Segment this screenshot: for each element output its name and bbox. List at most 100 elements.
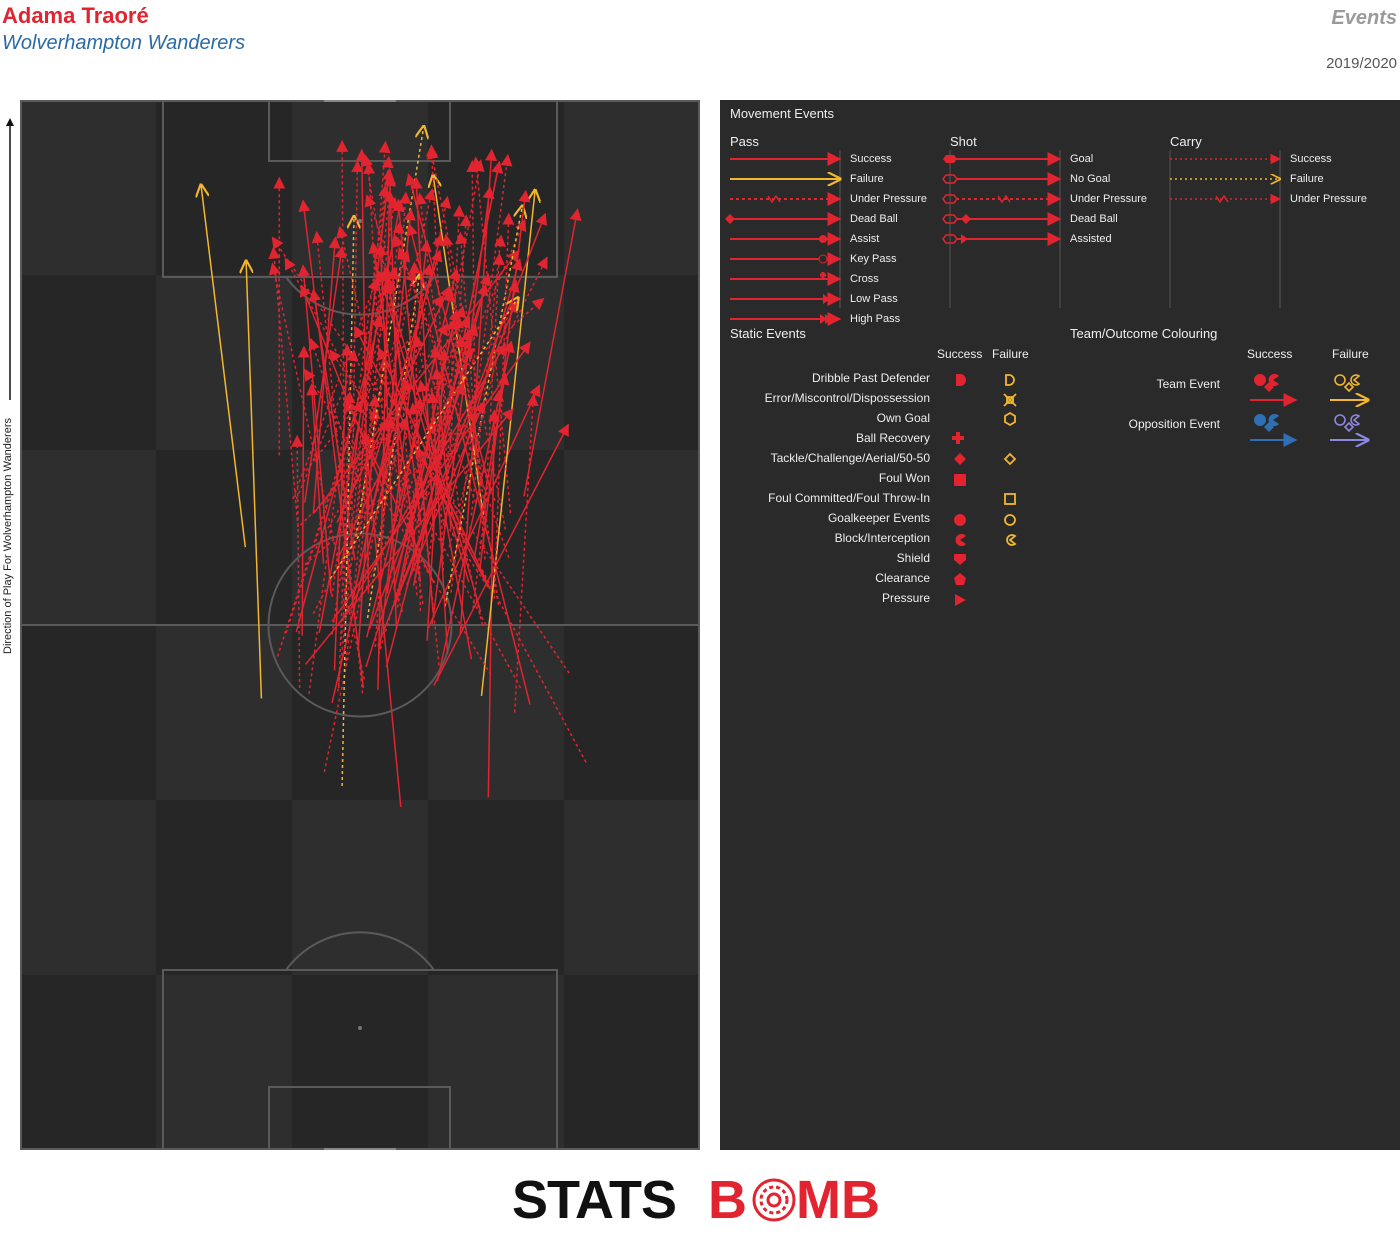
legend-svg: Movement Events Pass Shot Carry Success … [725,106,1400,606]
pass-arrow [308,349,359,695]
pass-arrow [406,223,531,705]
svg-text:Assist: Assist [850,233,879,245]
pass-arrow [299,284,386,493]
pass-arrow [360,265,393,505]
pass-arrow [312,315,471,614]
pitch-stripe [20,275,156,450]
pass-arrow [311,230,364,694]
pass-arrow [523,208,582,497]
goalkeeper-success-icon [954,514,966,526]
legend-pass-key-pass: Key Pass [730,252,897,266]
svg-text:Assisted: Assisted [1070,233,1112,245]
legend-shot-assisted: Assisted [942,232,1112,246]
legend-team-failure-col: Failure [1332,347,1369,361]
svg-text:Cross: Cross [850,273,879,285]
pass-arrow [364,194,477,503]
pass-arrow [304,412,480,566]
pitch-stripe [564,275,700,450]
pass-arrow [268,262,366,680]
pass-arrow [384,172,401,507]
pitch-stripe [564,625,700,800]
pass-arrow [331,341,531,622]
legend-pass-low-pass: Low Pass [730,292,898,306]
pitch-stripe [20,625,156,800]
pass-arrow [472,389,505,609]
clearance-icon [954,573,966,585]
svg-text:Success: Success [1290,153,1332,165]
pass-arrow [383,280,482,613]
pass-arrow [336,225,409,520]
own-goal-icon [1004,411,1016,427]
opposition-success-swatch [1250,414,1298,447]
block-success-icon [955,534,966,546]
legend-pass-cross: Cross [730,272,879,286]
block-failure-icon [1006,534,1017,546]
direction-arrow-icon [6,118,14,400]
pass-arrow [331,378,411,704]
pass-arrow [493,212,515,599]
pass-arrow [285,399,364,634]
season-label: 2019/2020 [1326,55,1397,72]
pass-arrow [376,195,452,547]
pass-arrow [405,173,492,493]
pass-arrow [284,257,522,689]
pass-arrow [336,285,451,523]
svg-text:Under Pressure: Under Pressure [850,193,927,205]
legend-panel: Movement Events Pass Shot Carry Success … [720,100,1400,1150]
pass-arrow [271,236,570,674]
pass-arrow [340,343,507,621]
legend-shot-no-goal: No Goal [942,172,1110,186]
pass-arrow [297,345,310,636]
pass-arrow [408,261,422,612]
pitch-stripe [564,975,700,1150]
player-name: Adama Traoré [2,3,149,28]
pass-arrow [345,297,545,473]
legend-static-failure-icons [1003,374,1017,546]
svg-text:Dribble Past Defender: Dribble Past Defender [812,371,930,385]
svg-text:Key Pass: Key Pass [850,253,897,265]
pass-arrow [201,185,247,548]
legend-pass-high-pass: High Pass [730,312,901,326]
legend-pass-header: Pass [730,134,759,149]
pass-arrow [338,391,356,689]
svg-text:Foul Won: Foul Won [879,471,930,485]
pitch-stripe [292,100,428,275]
pass-arrow [513,393,539,713]
pass-arrow [403,317,458,538]
pitch-stripe [156,625,292,800]
legend-static-labels: Dribble Past Defender Error/Miscontrol/D… [765,371,931,605]
top-penalty-box [162,100,558,278]
pass-arrow [374,191,412,647]
pitch-stripe [428,975,564,1150]
pass-arrow [339,155,394,646]
error-icon [1003,393,1017,407]
svg-text:Foul Committed/Foul Throw-In: Foul Committed/Foul Throw-In [768,491,930,505]
pass-arrow [291,434,304,689]
pitch-stripe [156,800,292,975]
svg-text:Success: Success [850,153,892,165]
pass-arrow [407,402,440,666]
pitch-stripe [292,800,428,975]
svg-text:High Pass: High Pass [850,313,901,325]
legend-shot-dead-ball: Dead Ball [942,212,1118,226]
foul-won-icon [954,474,966,486]
legend-carry-under-pressure: Under Pressure [1170,193,1367,205]
ball-recovery-icon [952,432,964,444]
shield-icon [954,554,966,565]
svg-text:Pressure: Pressure [882,591,930,605]
svg-text:Shield: Shield [897,551,930,565]
bottom-penalty-arc [285,931,435,971]
pass-arrow [329,298,518,580]
legend-shot-goal: Goal [943,152,1093,166]
bottom-penalty-box [162,969,558,1150]
statsbomb-logo: STATS B MB [512,1170,880,1230]
pitch-markings [20,100,700,1150]
logo-text-b: B [708,1170,747,1230]
pass-arrow [297,264,332,595]
pass-arrow [393,198,434,613]
pass-arrow [306,383,325,564]
logo-text-stats: STATS [512,1170,676,1230]
pass-arrow [323,263,434,773]
legend-team-event: Team Event [1157,377,1221,391]
report-title: Events [1331,7,1397,29]
